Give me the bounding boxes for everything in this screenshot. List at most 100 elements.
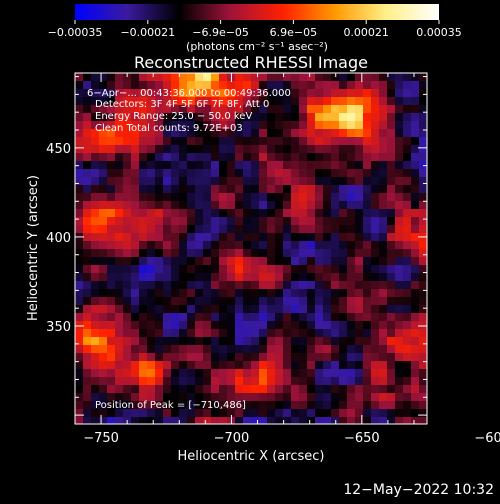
heatmap-cell <box>163 137 172 146</box>
heatmap-cell <box>355 401 364 410</box>
heatmap-cell <box>83 233 92 242</box>
heatmap-cell <box>219 377 228 386</box>
heatmap-cell <box>307 97 316 106</box>
heatmap-cell <box>99 297 108 306</box>
heatmap-cell <box>179 217 188 226</box>
heatmap-cell <box>411 129 420 138</box>
heatmap-cell <box>219 265 228 274</box>
heatmap-cell <box>75 369 84 378</box>
heatmap-cell <box>275 193 284 202</box>
heatmap-cell <box>291 289 300 298</box>
heatmap-cell <box>395 369 404 378</box>
heatmap-cell <box>219 193 228 202</box>
heatmap-cell <box>107 161 116 170</box>
heatmap-cell <box>91 129 100 138</box>
heatmap-cell <box>91 369 100 378</box>
heatmap-cell <box>411 225 420 234</box>
heatmap-cell <box>235 321 244 330</box>
heatmap-cell <box>331 281 340 290</box>
heatmap-cell <box>259 305 268 314</box>
heatmap-cell <box>115 169 124 178</box>
heatmap-cell <box>155 249 164 258</box>
heatmap-cell <box>235 185 244 194</box>
heatmap-cell <box>315 321 324 330</box>
heatmap-cell <box>99 305 108 314</box>
heatmap-cell <box>203 105 212 114</box>
heatmap-cell <box>387 121 396 130</box>
heatmap-cell <box>243 209 252 218</box>
heatmap-cell <box>355 233 364 242</box>
heatmap-cell <box>219 361 228 370</box>
heatmap-cell <box>203 337 212 346</box>
heatmap-cell <box>339 145 348 154</box>
heatmap-cell <box>195 409 204 418</box>
heatmap-cell <box>75 305 84 314</box>
heatmap-cell <box>227 297 236 306</box>
x-tick-label: −650 <box>344 431 380 446</box>
heatmap-cell <box>419 281 427 290</box>
heatmap-cell <box>187 385 196 394</box>
heatmap-cell <box>387 169 396 178</box>
heatmap-cell <box>355 105 364 114</box>
heatmap-cell <box>91 385 100 394</box>
heatmap-cell <box>243 337 252 346</box>
heatmap-cell <box>419 129 427 138</box>
heatmap-cell <box>395 241 404 250</box>
heatmap-cell <box>419 185 427 194</box>
heatmap-cell <box>123 337 132 346</box>
heatmap-cell <box>115 73 124 82</box>
heatmap-cell <box>347 137 356 146</box>
heatmap-cell <box>323 393 332 402</box>
heatmap-cell <box>179 361 188 370</box>
heatmap-cell <box>419 73 427 82</box>
heatmap-cell <box>195 137 204 146</box>
heatmap-cell <box>331 193 340 202</box>
heatmap-cell <box>227 361 236 370</box>
heatmap-cell <box>107 97 116 106</box>
colorbar-tick-label: 0.00035 <box>416 26 462 39</box>
heatmap-cell <box>107 153 116 162</box>
heatmap-cell <box>91 89 100 98</box>
heatmap-cell <box>139 177 148 186</box>
heatmap-cell <box>275 113 284 122</box>
heatmap-cell <box>371 281 380 290</box>
heatmap-cell <box>163 89 172 98</box>
heatmap-cell <box>251 105 260 114</box>
heatmap-cell <box>219 385 228 394</box>
heatmap-cell <box>187 145 196 154</box>
heatmap-cell <box>251 177 260 186</box>
heatmap-cell <box>187 89 196 98</box>
heatmap-cell <box>347 145 356 154</box>
heatmap-cell <box>331 241 340 250</box>
heatmap-cell <box>235 137 244 146</box>
heatmap-cell <box>403 305 412 314</box>
heatmap-cell <box>123 369 132 378</box>
heatmap-cell <box>411 121 420 130</box>
heatmap-cell <box>227 225 236 234</box>
heatmap-cell <box>115 289 124 298</box>
heatmap-cell <box>387 337 396 346</box>
heatmap-cell <box>211 393 220 402</box>
heatmap-cell <box>123 193 132 202</box>
heatmap-cell <box>299 417 308 424</box>
heatmap-cell <box>387 177 396 186</box>
heatmap-cell <box>75 113 84 122</box>
heatmap-cell <box>291 329 300 338</box>
heatmap-cell <box>283 81 292 90</box>
heatmap-cell <box>211 121 220 130</box>
heatmap-cell <box>283 353 292 362</box>
heatmap-cell <box>275 257 284 266</box>
heatmap-cell <box>243 185 252 194</box>
heatmap-cell <box>75 249 84 258</box>
heatmap-cell <box>315 129 324 138</box>
heatmap-cell <box>355 177 364 186</box>
heatmap-cell <box>387 185 396 194</box>
heatmap-cell <box>395 153 404 162</box>
heatmap-cell <box>283 241 292 250</box>
heatmap-cell <box>323 385 332 394</box>
heatmap-cell <box>115 313 124 322</box>
heatmap-cell <box>83 201 92 210</box>
heatmap-cell <box>227 321 236 330</box>
heatmap-cell <box>139 249 148 258</box>
heatmap-cell <box>251 265 260 274</box>
